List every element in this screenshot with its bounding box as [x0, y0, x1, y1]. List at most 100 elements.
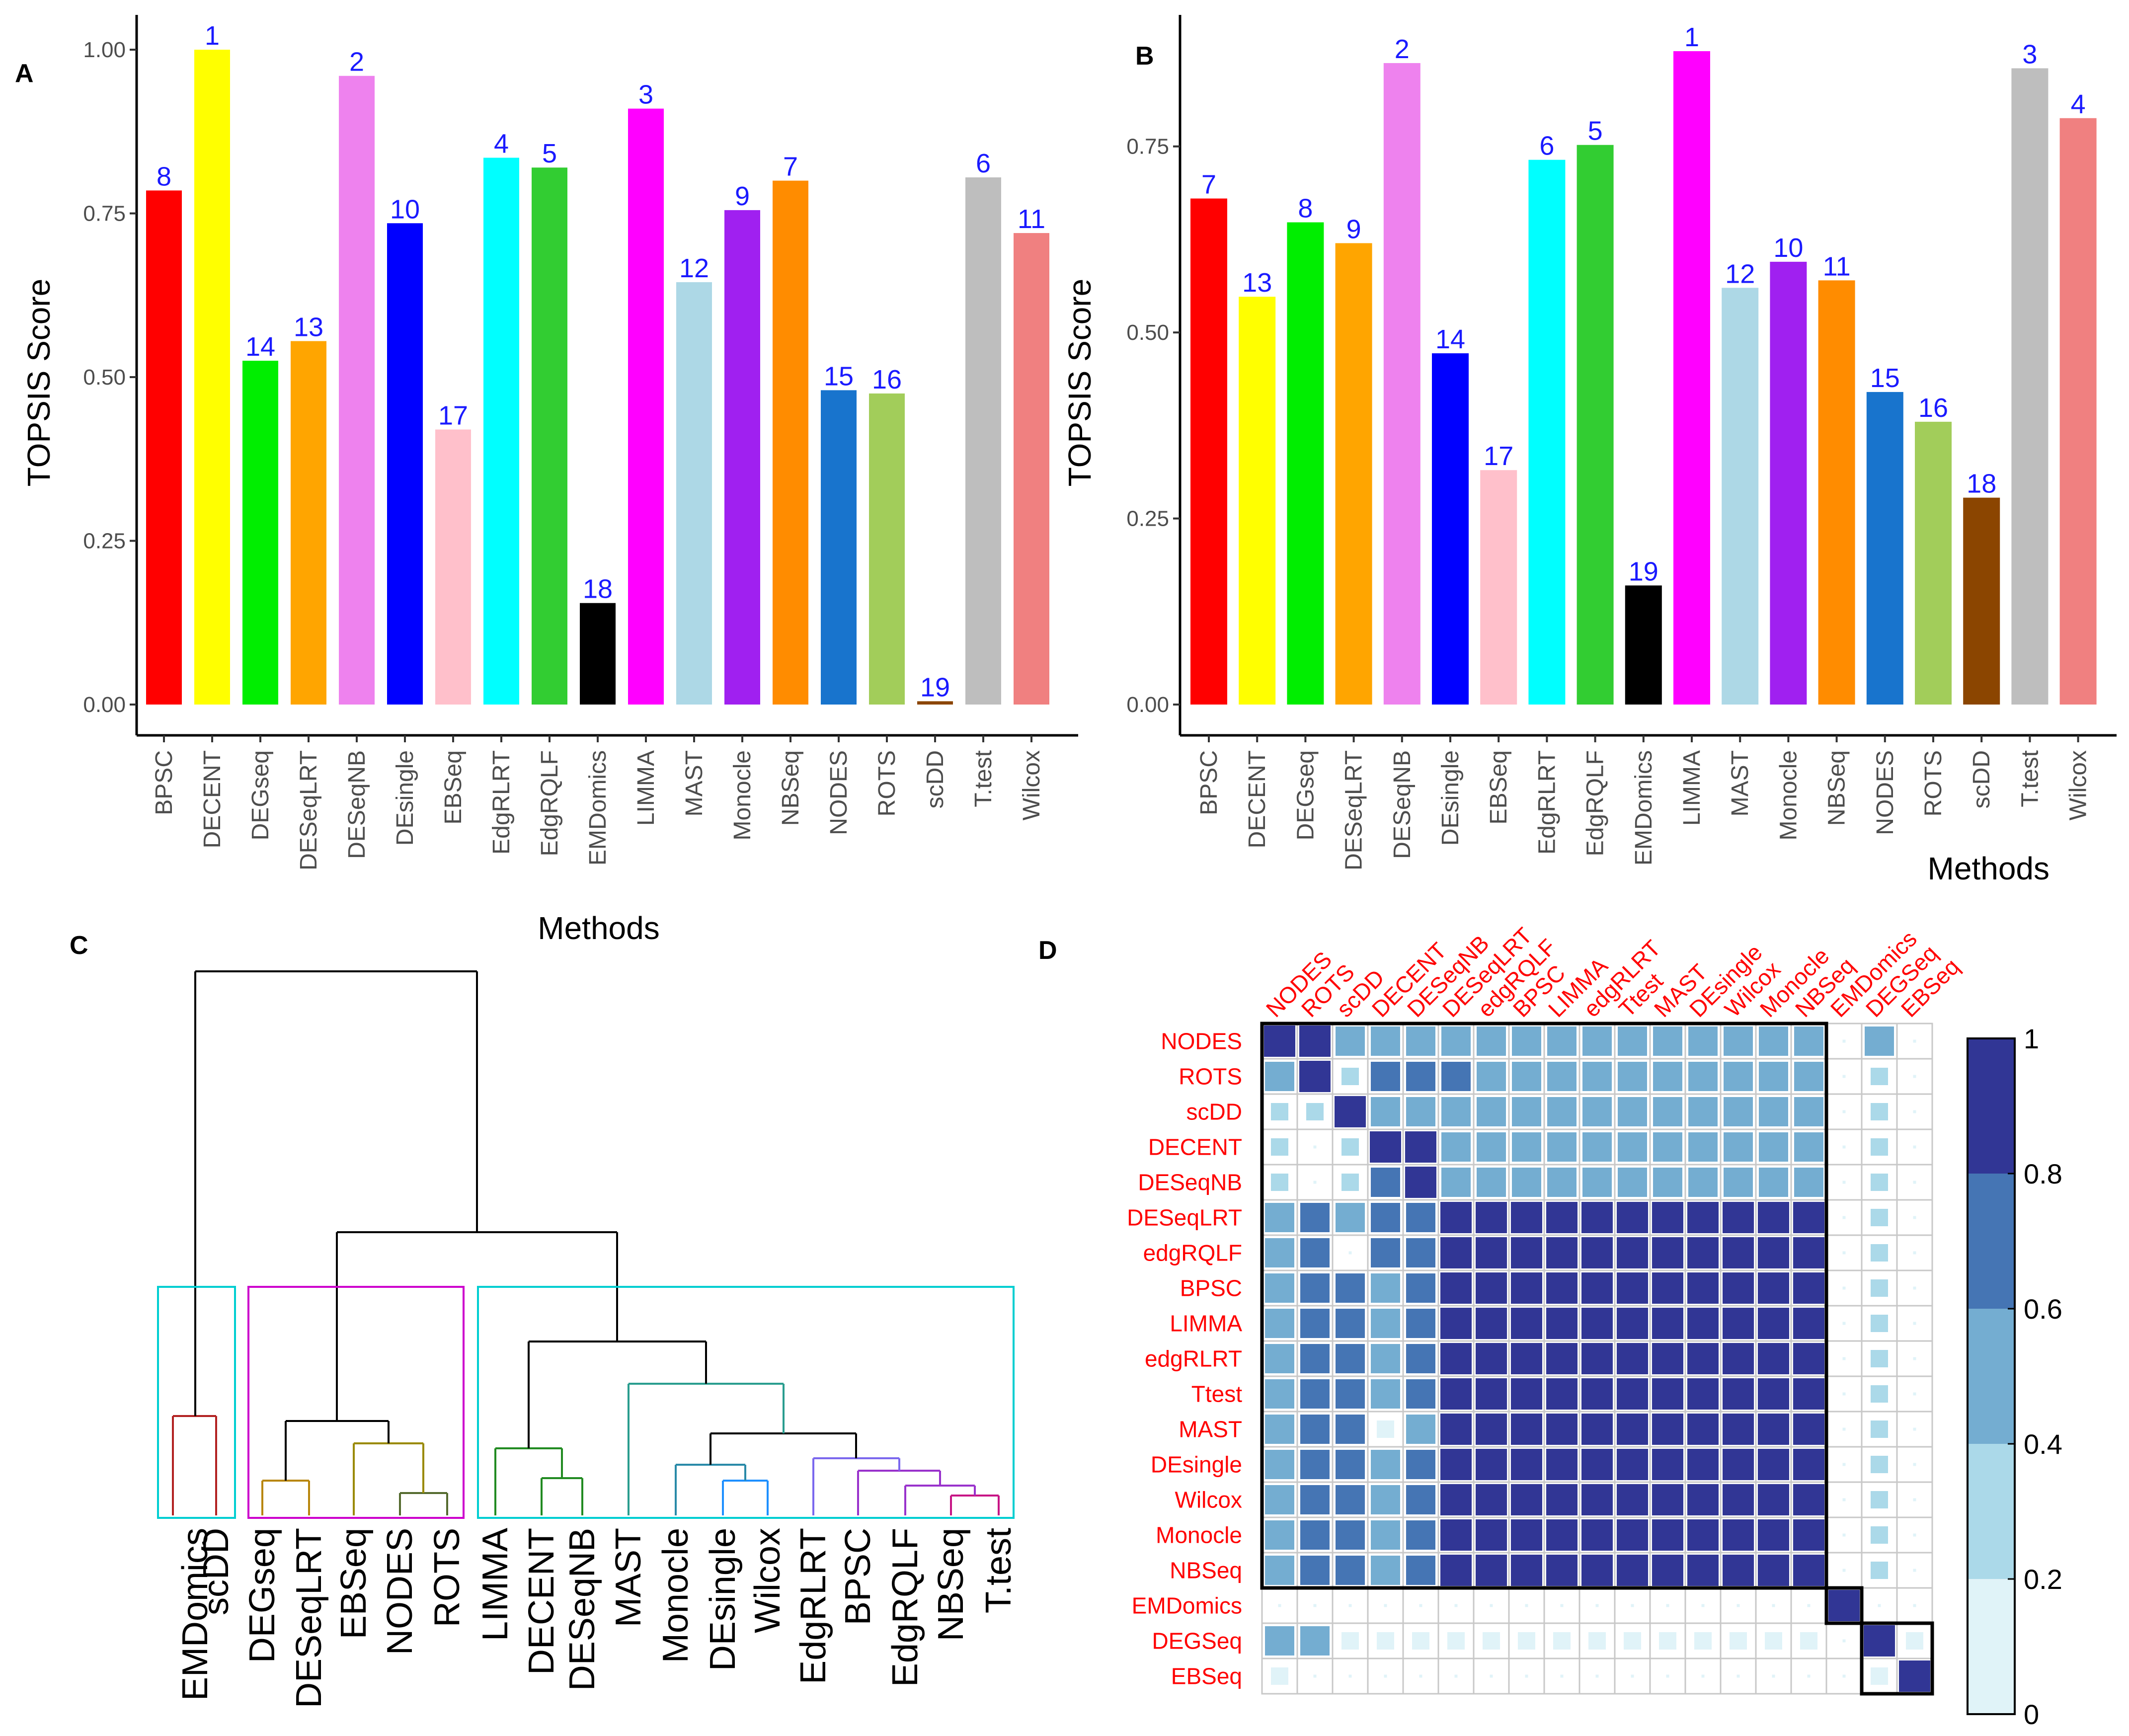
heatmap-cell-dot	[1631, 1604, 1634, 1607]
heatmap-cell	[1334, 1271, 1367, 1305]
heatmap-cell	[1334, 1377, 1367, 1411]
heatmap-cell	[1439, 1166, 1473, 1199]
heatmap-cell	[1899, 1660, 1930, 1692]
heatmap-cell	[1687, 1484, 1719, 1515]
heatmap-cell	[1687, 1414, 1719, 1445]
panel-b-x-tick-label-rots: ROTS	[1920, 750, 1947, 816]
heatmap-cell	[1581, 1308, 1613, 1339]
panel-a-rank-label-bpsc: 8	[157, 161, 171, 191]
heatmap-cell-dot	[1313, 1181, 1317, 1184]
heatmap-cell	[1263, 1413, 1296, 1446]
heatmap-cell	[1651, 1095, 1684, 1128]
heatmap-cell-dot	[1913, 1039, 1916, 1043]
heatmap-cell-dot	[1913, 1216, 1916, 1219]
heatmap-cell	[1723, 1343, 1754, 1374]
heatmap-cell	[1624, 1632, 1641, 1650]
heatmap-cell	[1264, 1026, 1295, 1057]
panel-a-bar-limma	[628, 108, 664, 705]
heatmap-cell	[1871, 1420, 1888, 1438]
heatmap-cell	[1588, 1632, 1606, 1650]
heatmap-cell	[1510, 1166, 1543, 1199]
heatmap-cell	[1617, 1202, 1648, 1233]
heatmap-cell	[1687, 1202, 1719, 1233]
heatmap-cell-frame	[1437, 1622, 1475, 1659]
heatmap-cell	[1793, 1308, 1824, 1339]
heatmap-cell	[1271, 1667, 1288, 1685]
heatmap-cell-dot	[1348, 1674, 1352, 1678]
heatmap-cell	[1439, 1025, 1473, 1058]
heatmap-cell	[1581, 1519, 1613, 1551]
heatmap-cell	[1546, 1449, 1577, 1480]
heatmap-cell	[1439, 1095, 1473, 1128]
panel-a-bar-nodes	[821, 390, 857, 705]
heatmap-cell	[1511, 1519, 1542, 1551]
heatmap-cell	[1476, 1378, 1507, 1410]
heatmap-cell	[1617, 1449, 1648, 1480]
heatmap-cell	[1616, 1060, 1649, 1093]
heatmap-cell	[1334, 1413, 1367, 1446]
heatmap-cell	[1758, 1308, 1789, 1339]
heatmap-row-label-wilcox: Wilcox	[1175, 1487, 1242, 1513]
heatmap-cell	[1616, 1095, 1649, 1128]
heatmap-cell-dot	[1913, 1498, 1916, 1501]
heatmap-cell-dot	[1560, 1604, 1564, 1607]
dendro-leaf-label-limma: LIMMA	[475, 1528, 515, 1641]
heatmap-cell	[1546, 1343, 1577, 1374]
heatmap-cell	[1687, 1343, 1719, 1374]
heatmap-cell	[1404, 1095, 1437, 1128]
heatmap-cell	[1369, 1307, 1402, 1340]
heatmap-cell	[1404, 1518, 1437, 1552]
legend-color-bar-frame	[1967, 1037, 2016, 1715]
heatmap-cell	[1546, 1272, 1577, 1304]
panel-c-label: C	[70, 931, 88, 960]
heatmap-cell	[1793, 1237, 1824, 1268]
heatmap-cell	[1440, 1519, 1472, 1551]
dendro-leaf-label-wilcox: Wilcox	[748, 1528, 788, 1633]
dendro-cluster-box-3	[477, 1286, 1015, 1519]
panel-a-rank-label-emdomics: 18	[583, 574, 613, 604]
heatmap-row-label-edgrlrt: edgRLRT	[1145, 1346, 1242, 1372]
heatmap-cell	[1263, 1342, 1296, 1375]
legend-color-step	[1968, 1579, 2015, 1714]
heatmap-cell	[1511, 1449, 1542, 1480]
heatmap-cell	[1298, 1236, 1332, 1269]
panel-b-bar-scdd	[1963, 497, 2000, 705]
heatmap-cell	[1617, 1308, 1648, 1339]
heatmap-cell-dot	[1842, 1216, 1846, 1219]
panel-a-x-tick-label-limma: LIMMA	[633, 750, 659, 826]
dendro-leaf-label-nodes: NODES	[380, 1528, 420, 1655]
heatmap-cell	[1757, 1130, 1790, 1164]
heatmap-cell	[1298, 1271, 1332, 1305]
panel-a-rank-label-deseqnb: 2	[349, 47, 364, 77]
heatmap-cell-dot	[1842, 1110, 1846, 1113]
heatmap-cell	[1511, 1484, 1542, 1515]
heatmap-cell	[1617, 1414, 1648, 1445]
dendro-leaf-label-bpsc: BPSC	[838, 1528, 878, 1625]
heatmap-cell	[1369, 1483, 1402, 1516]
heatmap-cell	[1518, 1632, 1535, 1650]
heatmap-cell-dot	[1384, 1604, 1387, 1607]
heatmap-cell-dot	[1313, 1604, 1317, 1607]
panel-a-x-tick-label-nodes: NODES	[826, 750, 852, 835]
heatmap-cell	[1510, 1130, 1543, 1164]
heatmap-cell	[1476, 1449, 1507, 1480]
panel-b-bar-decent	[1239, 297, 1276, 705]
heatmap-cell	[1758, 1484, 1789, 1515]
heatmap-cell	[1723, 1308, 1754, 1339]
panel-a-x-tick-label-monocle: Monocle	[729, 750, 756, 840]
heatmap-cell-dot	[1278, 1604, 1281, 1607]
legend-tick-label: 0.2	[2024, 1564, 2062, 1595]
heatmap-cell-dot	[1313, 1145, 1317, 1149]
heatmap-cell	[1617, 1378, 1648, 1410]
panel-b-x-tick-label-scdd: scDD	[1969, 750, 1995, 808]
panel-a-bar-bpsc	[146, 190, 182, 705]
heatmap-cell	[1687, 1378, 1719, 1410]
heatmap-cell	[1476, 1202, 1507, 1233]
panel-a-bar-scdd	[917, 701, 953, 705]
heatmap-cell-dot	[1736, 1604, 1740, 1607]
heatmap-cell	[1298, 1307, 1332, 1340]
dendro-leaf-label-emdomics: EMDomics	[175, 1528, 215, 1701]
heatmap-cell-dot	[1525, 1604, 1528, 1607]
panel-a-bar-degseq	[242, 361, 278, 705]
heatmap-cell	[1334, 1025, 1367, 1058]
